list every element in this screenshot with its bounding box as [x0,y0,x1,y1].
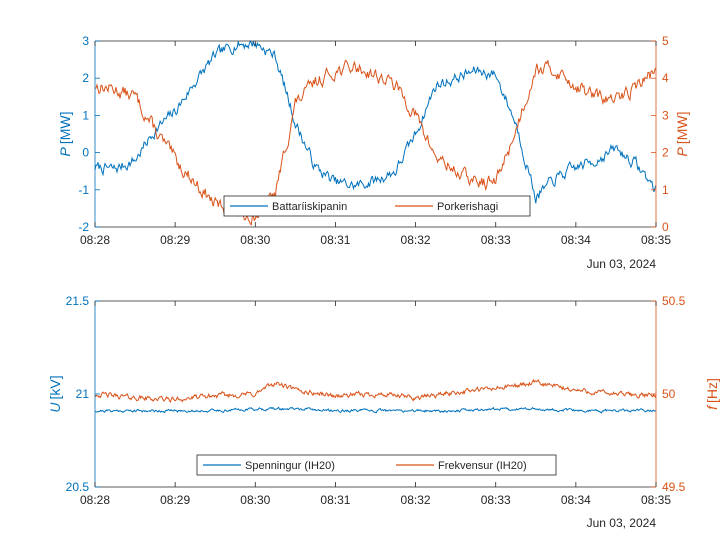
grid-right-axis-unit: [Hz] [704,378,720,403]
grid-legend-box [196,454,557,476]
grid-left-axis-unit: [kV] [47,375,63,399]
grid-legend-label-voltage: Spenningur (IH20) [245,460,335,472]
power-right-tick-label: 5 [662,34,669,48]
power-x-tick-label: 08:33 [481,233,511,247]
grid-x-tick-label: 08:33 [481,493,511,507]
grid-x-tick-label: 08:30 [240,493,270,507]
power-x-tick-label: 08:29 [160,233,190,247]
power-right-tick-label: 3 [662,108,669,122]
grid-left-tick-label: 20.5 [66,480,90,494]
power-right-axis-label: P [MW] [674,112,690,157]
grid-right-tick-label: 50 [662,387,676,401]
power-x-tick-label: 08:32 [401,233,431,247]
power-x-tick-label: 08:30 [240,233,270,247]
power-x-tick-label: 08:31 [320,233,350,247]
power-legend-box [223,195,531,217]
grid-x-tick-label: 08:28 [80,493,110,507]
grid-left-tick-label: 21.5 [66,294,90,308]
grid-date-label: Jun 03, 2024 [587,516,657,530]
power-left-tick-label: -1 [78,183,89,197]
grid-series-line-2 [94,378,657,404]
power-series-line-2 [94,59,657,226]
grid-left-axis-symbol: U [47,402,63,413]
grid-x-tick-label: 08:31 [320,493,350,507]
power-left-axis-unit: [MW] [57,112,73,145]
grid-right-tick-label: 49.5 [662,480,686,494]
power-left-axis-label: P [MW] [57,112,73,157]
power-right-tick-label: 0 [662,220,669,234]
grid-chart: 08:28 08:29 08:30 08:31 08:32 08:33 08:34 08:35… [47,294,720,530]
grid-x-tick-label: 08:29 [160,493,190,507]
power-right-tick-label: 4 [662,71,669,85]
power-x-tick-label: 08:35 [641,233,671,247]
power-legend: Battaríiskipanin Porkerishagi [223,195,531,217]
grid-left-tick-label: 21 [76,387,90,401]
power-left-tick-label: 1 [82,108,89,122]
power-date-label: Jun 03, 2024 [587,257,657,271]
power-right-tick-label: 1 [662,183,669,197]
grid-legend: Spenningur (IH20) Frekvensur (IH20) [196,454,557,476]
grid-x-tick-label: 08:32 [401,493,431,507]
grid-x-tick-label: 08:34 [561,493,591,507]
grid-right-tick-label: 50.5 [662,294,686,308]
power-left-tick-label: 0 [82,146,89,160]
power-legend-label-battery: Battaríiskipanin [272,201,347,213]
power-left-tick-label: 3 [82,34,89,48]
power-left-tick-label: -2 [78,220,89,234]
power-right-axis-symbol: P [674,147,690,157]
power-right-axis-unit: [MW] [674,112,690,145]
power-x-tick-label: 08:28 [80,233,110,247]
grid-right-axis-label: f[Hz] [704,378,720,410]
power-right-tick-label: 2 [662,146,669,160]
power-x-tick-label: 08:34 [561,233,591,247]
power-left-axis-symbol: P [57,147,73,157]
grid-right-axis-symbol: f [704,404,720,410]
power-left-tick-label: 2 [82,71,89,85]
power-series-line-1 [94,40,657,204]
grid-left-axis-label: U [kV] [47,375,63,412]
power-chart: 08:28 08:29 08:30 08:31 08:32 08:33 08:34 08:35… [57,34,690,271]
grid-series-line-1 [94,406,657,414]
grid-legend-label-frequency: Frekvensur (IH20) [438,460,527,472]
grid-x-tick-label: 08:35 [641,493,671,507]
power-legend-label-generator: Porkerishagi [437,201,498,213]
